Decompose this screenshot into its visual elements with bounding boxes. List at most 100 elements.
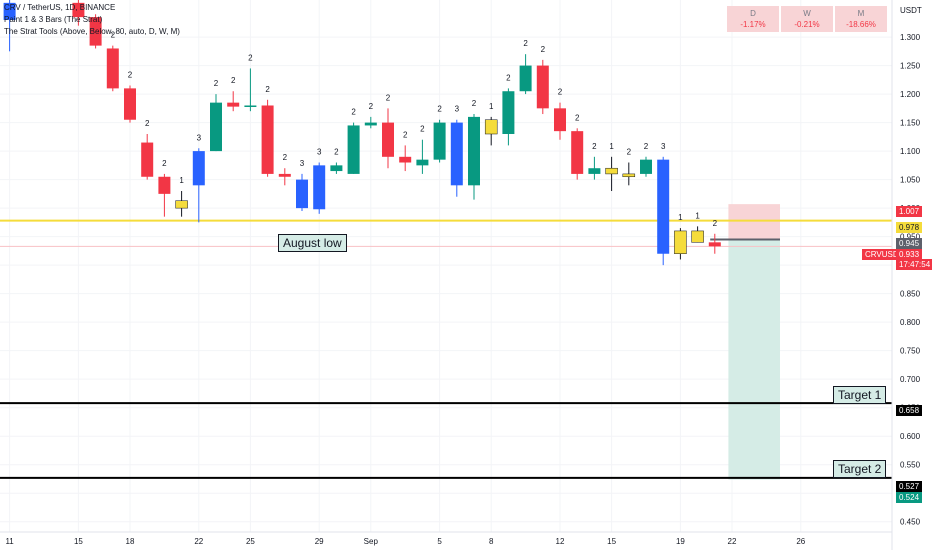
time-tick-label: 25 [246,537,255,546]
candle-body [124,88,136,120]
time-tick-label: 8 [489,537,494,546]
price-tick-label: 1.100 [900,147,921,156]
symbol-tag: CRVUSDT [862,249,907,260]
perf-month: M -18.66% [835,6,887,32]
strat-bar-label: 3 [661,142,666,151]
candle-body [382,122,394,157]
candle-body [622,173,636,178]
candle-body [502,91,515,134]
strat-bar-label: 2 [541,45,546,54]
strat-bar-label: 2 [214,79,219,88]
candle-body [313,165,326,210]
time-tick-label: 15 [607,537,616,546]
candle-body [519,65,532,92]
stop-price-tag: 1.007 [896,206,923,217]
countdown-tag: 17:47:54 [896,259,932,270]
indicator-paint-bars[interactable]: Paint 1 & 3 Bars (The Strat) [4,15,103,24]
candle-body [605,167,618,175]
strat-bar-label: 1 [695,211,700,220]
price-tick-label: 0.800 [900,318,921,327]
strat-bar-label: 2 [592,142,597,151]
time-tick-label: 11 [5,537,14,546]
time-tick-label: 18 [126,537,135,546]
strat-bar-label: 2 [145,119,150,128]
perf-day-value: -1.17% [740,20,766,29]
strat-bar-label: 2 [248,53,253,62]
candle-body [450,122,463,186]
strat-bar-label: 1 [489,102,494,111]
strat-bar-label: 3 [300,159,305,168]
strat-bar-label: 2 [403,130,408,139]
candle-body [210,102,222,152]
candle-body [158,176,171,194]
time-tick-label: 22 [194,537,203,546]
candle-body [261,105,274,174]
august-low-note[interactable]: August low [278,234,347,252]
candle-body [416,159,429,166]
price-tick-label: 0.850 [900,290,921,299]
candle-body [571,131,584,174]
indicator-strat-tools[interactable]: The Strat Tools (Above, Below, 80, auto,… [4,27,180,36]
short-position-tool[interactable] [710,204,780,480]
candle-body [536,65,549,109]
price-tick-label: 0.550 [900,461,921,470]
candle-body [278,173,291,177]
time-tick-label: 19 [676,537,685,546]
price-tick-label: 0.950 [900,233,921,242]
level-lines[interactable] [0,219,892,479]
candle-body [106,48,119,89]
candle-body [433,122,446,160]
time-tick-label: 22 [728,537,737,546]
candle-body [468,116,480,186]
strat-bar-label: 2 [523,39,528,48]
target2-price-tag: 0.527 [896,481,923,492]
currency-label: USDT [900,6,922,15]
strat-bar-label: 2 [558,88,563,97]
strat-bar-label: 2 [713,219,718,228]
perf-month-value: -18.66% [846,20,876,29]
strat-bar-label: 3 [197,133,202,142]
candle-body [399,156,412,163]
price-tick-label: 1.300 [900,33,921,42]
target-zone [728,239,780,480]
entry-price-tag: 0.945 [896,238,923,249]
time-axis[interactable]: 11 15 18 22 25 29 Sep 5 8 12 15 19 22 26 [0,531,892,546]
perf-day-label: D [750,9,756,18]
time-tick-label: 26 [796,537,805,546]
strat-bar-label: 1 [678,213,683,222]
strat-bar-label: 2 [231,76,236,85]
target1-note[interactable]: Target 1 [833,386,887,404]
strat-bar-label: 3 [455,105,460,114]
strat-bar-label: 2 [420,125,425,134]
candle-body [484,119,498,135]
target2-note[interactable]: Target 2 [833,460,887,478]
price-tick-label: 1.050 [900,176,921,185]
strat-bar-label: 2 [369,102,374,111]
target1-price-tag: 0.658 [896,405,923,416]
time-tick-label: 15 [74,537,83,546]
time-tick-label: 29 [315,537,324,546]
strat-bar-label: 1 [179,176,184,185]
perf-week-value: -0.21% [794,20,820,29]
perf-month-label: M [857,9,865,18]
price-tick-label: 0.750 [900,347,921,356]
price-tick-label: 1.150 [900,119,921,128]
perf-week-label: W [803,9,811,18]
candle-body [347,125,360,174]
candle-body [72,2,85,18]
candle-body [227,102,240,107]
strat-bar-label: 2 [644,142,649,151]
candle-body [175,200,188,209]
time-tick-label: Sep [364,537,379,546]
candle-body [674,230,687,254]
strat-bar-label: 2 [111,31,116,40]
stop-zone [728,204,780,240]
price-tick-label: 0.600 [900,432,921,441]
price-axis[interactable]: 1.3001.2501.2001.1501.1001.0501.0000.950… [891,0,921,550]
candle-body [3,2,16,20]
candle-body [192,151,205,186]
symbol-line[interactable]: CRV / TetherUS, 1D, BINANCE [4,3,116,12]
strat-bar-label: 2 [283,153,288,162]
price-tick-label: 0.700 [900,375,921,384]
